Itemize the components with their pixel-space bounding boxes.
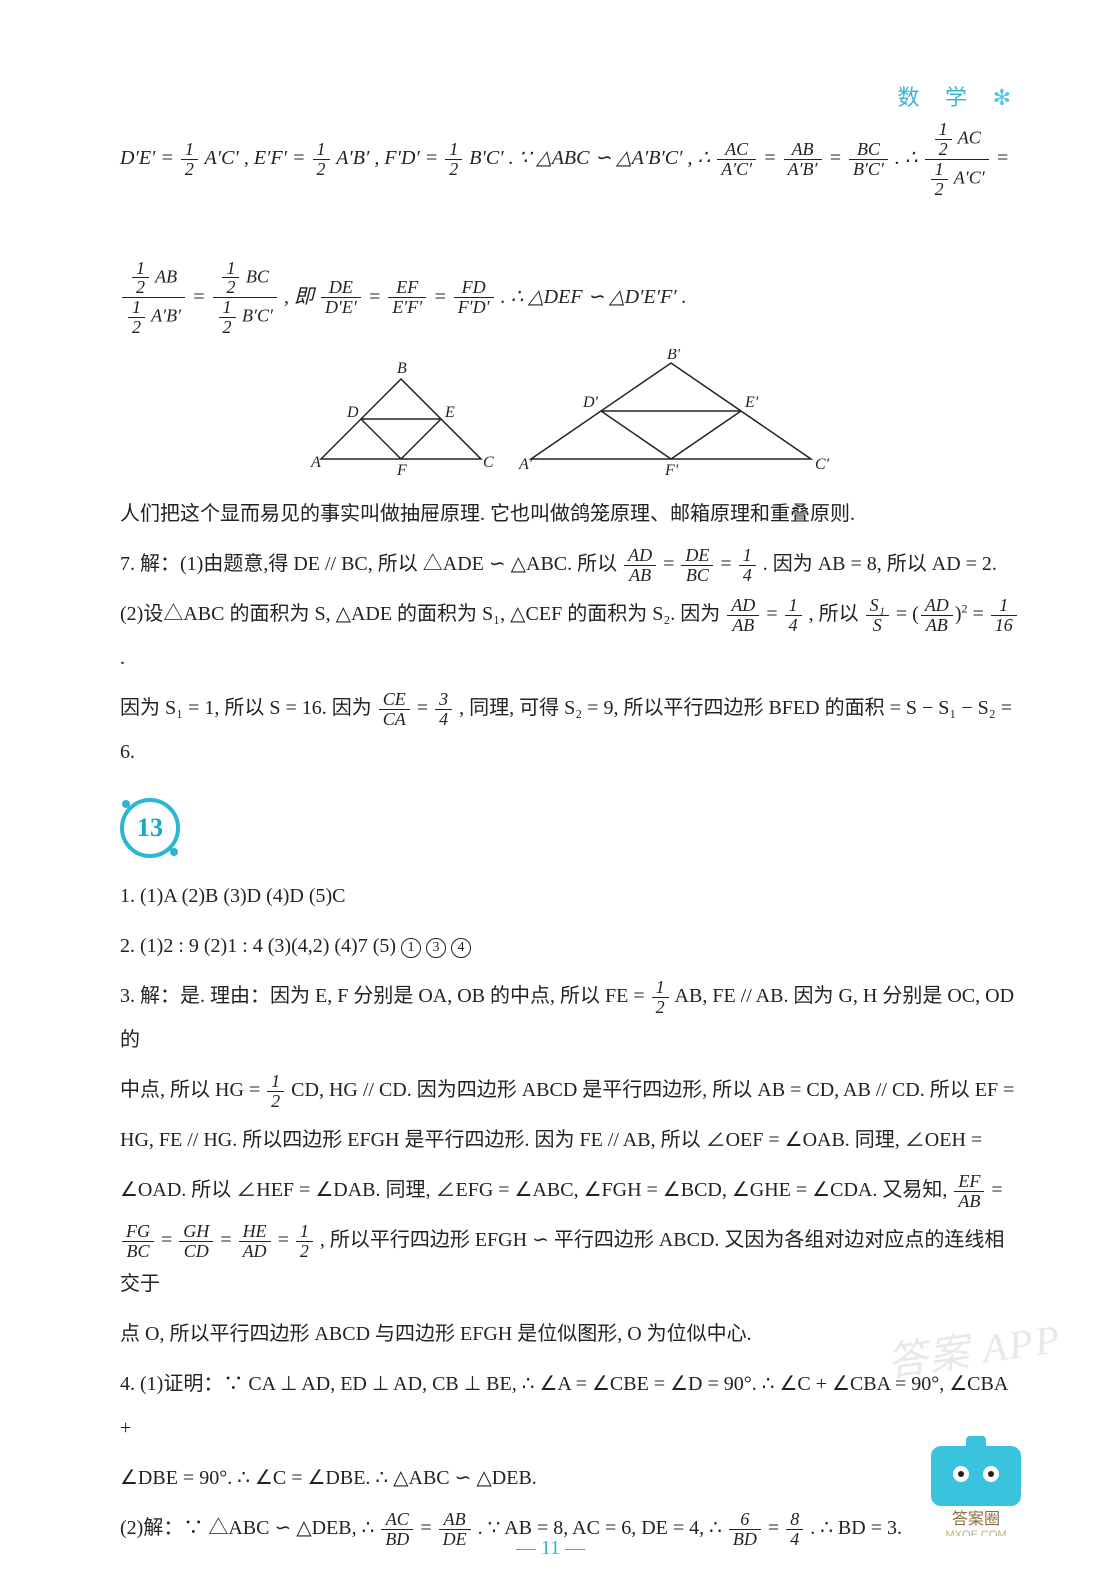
svg-text:F′: F′ xyxy=(664,462,679,479)
triangles-figure: A B C D E F A′ B′ C′ D′ E′ F′ xyxy=(120,349,1021,484)
svg-text:C′: C′ xyxy=(815,456,830,473)
q3-line6: 点 O, 所以平行四边形 ABCD 与四边形 EFGH 是位似图形, O 为位似… xyxy=(120,1312,1021,1356)
q2-answers: 2. (1)2 : 9 (2)1 : 4 (3)(4,2) (4)7 (5) 1… xyxy=(120,924,1021,968)
mascot-icon: 答案圈 MXQE.COM xyxy=(911,1406,1041,1536)
svg-text:A′: A′ xyxy=(518,456,533,473)
svg-text:B: B xyxy=(397,360,407,377)
q3-line1: 3. 解：是. 理由：因为 E, F 分别是 OA, OB 的中点, 所以 FE… xyxy=(120,974,1021,1062)
section-badge-13: 13 xyxy=(120,798,180,858)
circled-1-icon: 1 xyxy=(401,938,421,958)
q7-part1: 7. 解：(1)由题意,得 DE // BC, 所以 △ADE ∽ △ABC. … xyxy=(120,542,1021,586)
q3-line3: HG, FE // HG. 所以四边形 EFGH 是平行四边形. 因为 FE /… xyxy=(120,1118,1021,1162)
q3-line4: ∠OAD. 所以 ∠HEF = ∠DAB. 同理, ∠EFG = ∠ABC, ∠… xyxy=(120,1168,1021,1212)
circled-3-icon: 3 xyxy=(426,938,446,958)
svg-text:答案圈: 答案圈 xyxy=(952,1510,1000,1528)
header-star-icon: ✻ xyxy=(993,85,1011,110)
svg-text:E′: E′ xyxy=(744,394,759,411)
math-derivation-1: D′E′ = 12 A′C′ , E′F′ = 12 A′B′ , F′D′ =… xyxy=(120,120,1021,199)
page-number: — 11 — xyxy=(0,1537,1101,1560)
svg-text:D′: D′ xyxy=(582,394,599,411)
drawer-principle-caption: 人们把这个显而易见的事实叫做抽屉原理. 它也叫做鸽笼原理、邮箱原理和重叠原则. xyxy=(120,492,1021,536)
svg-text:D: D xyxy=(346,404,359,421)
svg-text:F: F xyxy=(396,462,407,479)
q7-part3: 因为 S₁ = 1, 所以 S = 16. 因为 CECA = 34 , 同理,… xyxy=(120,686,1021,774)
circled-4-icon: 4 xyxy=(451,938,471,958)
q3-line5: FGBC = GHCD = HEAD = 12 , 所以平行四边形 EFGH ∽… xyxy=(120,1218,1021,1306)
svg-text:C: C xyxy=(483,454,494,471)
q3-line2: 中点, 所以 HG = 12 CD, HG // CD. 因为四边形 ABCD … xyxy=(120,1068,1021,1112)
subject-label: 数 学 xyxy=(898,85,978,110)
svg-text:B′: B′ xyxy=(667,349,681,363)
page-header: 数 学 ✻ xyxy=(898,80,1011,112)
svg-text:A: A xyxy=(310,454,321,471)
math-derivation-2: 12 AB 12 A′B′ = 12 BC 12 B′C′ , 即 DED′E′… xyxy=(120,259,1021,338)
q4-line2: ∠DBE = 90°. ∴ ∠C = ∠DBE. ∴ △ABC ∽ △DEB. xyxy=(120,1456,1021,1500)
svg-text:E: E xyxy=(444,404,455,421)
q4-line1: 4. (1)证明：∵ CA ⊥ AD, ED ⊥ AD, CB ⊥ BE, ∴ … xyxy=(120,1362,1021,1450)
q7-part2: (2)设△ABC 的面积为 S, △ADE 的面积为 S₁, △CEF 的面积为… xyxy=(120,592,1021,680)
svg-text:MXQE.COM: MXQE.COM xyxy=(945,1529,1006,1536)
q1-answers: 1. (1)A (2)B (3)D (4)D (5)C xyxy=(120,874,1021,918)
